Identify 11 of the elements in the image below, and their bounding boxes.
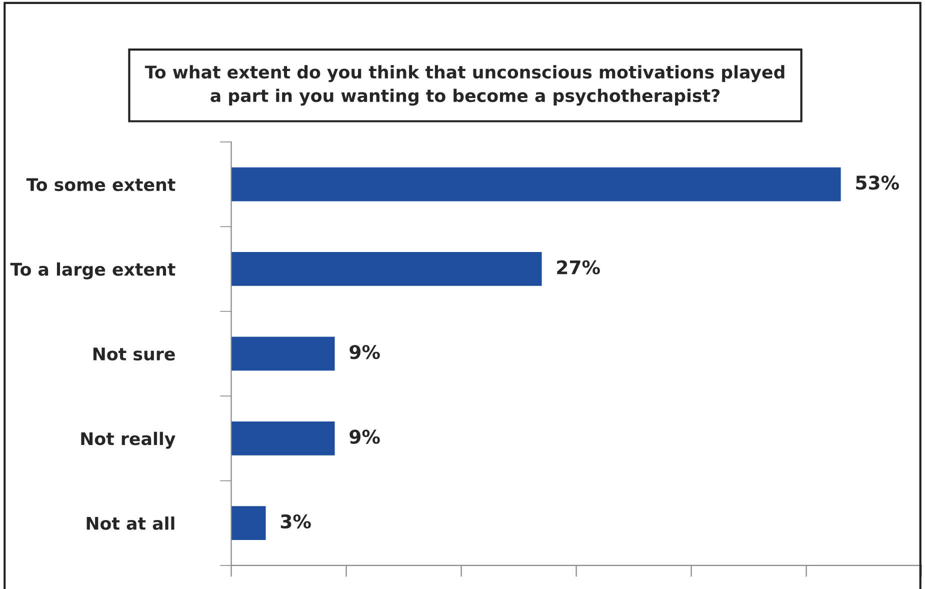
y-tick-label: Not really — [81, 432, 176, 449]
data-label: 53% — [856, 176, 899, 190]
chart-title: To what extent do you think that unconscious motivations played a part in you wanting to become a psychotherapist? — [144, 65, 784, 106]
y-tick-label: To some extent — [26, 178, 176, 192]
y-tick-label: Not at all — [86, 516, 174, 530]
y-tick-label: Not sure — [93, 348, 175, 361]
y-tick-label: To a large extent — [10, 262, 176, 280]
data-label: 9% — [350, 430, 380, 444]
data-label: 3% — [280, 514, 311, 529]
data-label: 27% — [557, 260, 600, 274]
data-label: 9% — [350, 344, 380, 360]
